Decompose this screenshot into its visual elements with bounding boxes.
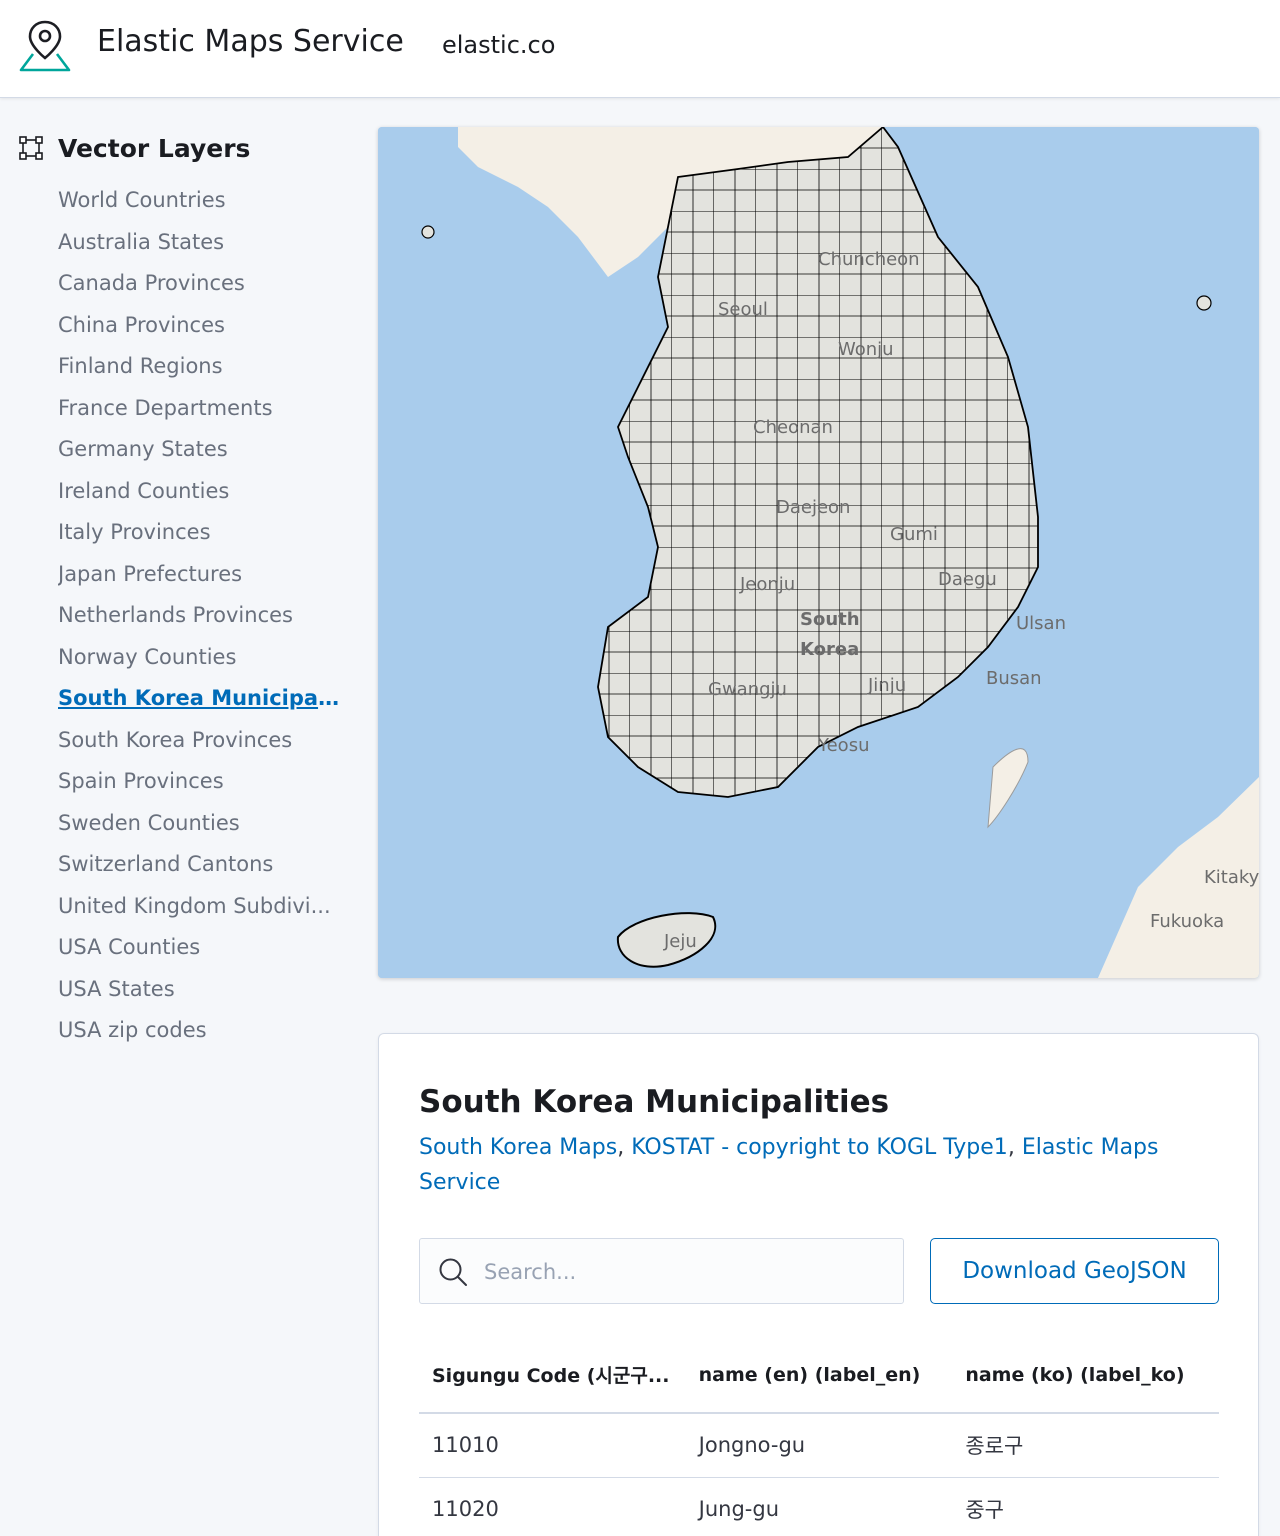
tsushima-island bbox=[987, 748, 1029, 829]
sidebar-item-sweden-counties[interactable]: Sweden Counties bbox=[58, 810, 240, 835]
map-label-kitakyushu: Kitaky bbox=[1204, 867, 1259, 888]
attribution-sources: South Korea Maps, KOSTAT - copyright to … bbox=[419, 1130, 1209, 1200]
map-label-jeonju: Jeonju bbox=[739, 574, 795, 595]
cell-name-en: Jung-gu bbox=[685, 1477, 953, 1536]
download-geojson-button[interactable]: Download GeoJSON bbox=[930, 1238, 1219, 1304]
source-link-elastic-maps-service[interactable]: Elastic Maps Service bbox=[419, 1135, 1159, 1195]
search-icon bbox=[439, 1258, 467, 1286]
sidebar-item-ireland-counties[interactable]: Ireland Counties bbox=[58, 478, 230, 503]
vector-square-icon bbox=[19, 136, 43, 160]
cell-sigungu-code: 11010 bbox=[419, 1413, 686, 1478]
sidebar-item-japan-prefectures[interactable]: Japan Prefectures bbox=[58, 561, 243, 586]
sidebar-item-usa-counties[interactable]: USA Counties bbox=[58, 935, 201, 959]
map-label-wonju: Wonju bbox=[838, 339, 894, 360]
sidebar-item-italy-provinces[interactable]: Italy Provinces bbox=[58, 520, 211, 544]
sidebar-item-uk-subdivisions[interactable]: United Kingdom Subdivi... bbox=[58, 893, 331, 918]
sidebar-item-south-korea-provinces[interactable]: South Korea Provinces bbox=[58, 727, 293, 752]
map-label-gumi: Gumi bbox=[890, 524, 938, 545]
search-input[interactable] bbox=[484, 1249, 884, 1295]
sidebar-title: Vector Layers bbox=[58, 133, 251, 163]
map-label-jinju: Jinju bbox=[867, 675, 906, 696]
features-table: Sigungu Code (시군구... name (en) (label_en… bbox=[419, 1337, 1219, 1536]
cell-name-en: Jongno-gu bbox=[685, 1413, 953, 1478]
vector-layer-list: World Countries Australia States Canada … bbox=[58, 180, 343, 1052]
sidebar: Vector Layers World Countries Australia … bbox=[0, 98, 360, 1536]
column-header-name-en[interactable]: name (en) (label_en) bbox=[685, 1337, 953, 1414]
table-row[interactable]: 11020 Jung-gu 중구 bbox=[419, 1477, 1219, 1536]
jeju-island[interactable] bbox=[616, 912, 717, 968]
sidebar-header: Vector Layers bbox=[18, 128, 250, 168]
map-label-korea: Korea bbox=[800, 639, 859, 660]
top-header: Elastic Maps Service elastic.co bbox=[0, 0, 1280, 98]
source-link-south-korea-maps[interactable]: South Korea Maps bbox=[419, 1135, 618, 1160]
table-header-row: Sigungu Code (시군구... name (en) (label_en… bbox=[419, 1337, 1219, 1414]
cell-name-ko: 종로구 bbox=[952, 1413, 1219, 1478]
map-label-seoul: Seoul bbox=[718, 299, 768, 320]
map-pin-logo-icon[interactable] bbox=[18, 18, 72, 72]
source-link-kostat[interactable]: KOSTAT - copyright to KOGL Type1 bbox=[631, 1135, 1008, 1160]
map-label-jeju: Jeju bbox=[663, 931, 697, 952]
sidebar-item-canada-provinces[interactable]: Canada Provinces bbox=[58, 271, 245, 295]
map-canvas[interactable]: Chuncheon Seoul Wonju Cheonan Daejeon Gu… bbox=[378, 127, 1259, 978]
map-label-daegu: Daegu bbox=[938, 569, 997, 590]
column-header-name-ko[interactable]: name (ko) (label_ko) bbox=[952, 1337, 1219, 1414]
source-separator: , bbox=[617, 1135, 632, 1160]
sidebar-item-world-countries[interactable]: World Countries bbox=[58, 188, 226, 212]
sidebar-item-china-provinces[interactable]: China Provinces bbox=[58, 312, 225, 337]
map-label-south: South bbox=[800, 609, 860, 630]
sidebar-item-switzerland-cantons[interactable]: Switzerland Cantons bbox=[58, 852, 274, 876]
sidebar-item-usa-states[interactable]: USA States bbox=[58, 976, 175, 1001]
map-view[interactable]: Chuncheon Seoul Wonju Cheonan Daejeon Gu… bbox=[378, 127, 1259, 978]
sidebar-item-spain-provinces[interactable]: Spain Provinces bbox=[58, 769, 224, 793]
sidebar-item-usa-zip-codes[interactable]: USA zip codes bbox=[58, 1018, 207, 1042]
map-label-cheonan: Cheonan bbox=[753, 417, 833, 438]
sidebar-item-south-korea-municipalities[interactable]: South Korea Municipali... bbox=[58, 686, 343, 710]
sidebar-item-australia-states[interactable]: Australia States bbox=[58, 229, 225, 254]
cell-name-ko: 중구 bbox=[952, 1477, 1219, 1536]
source-separator: , bbox=[1007, 1135, 1022, 1160]
elastic-co-link[interactable]: elastic.co bbox=[442, 31, 556, 59]
column-header-sigungu-code[interactable]: Sigungu Code (시군구... bbox=[419, 1337, 686, 1414]
island-marker bbox=[1196, 295, 1212, 311]
map-label-chuncheon: Chuncheon bbox=[818, 249, 920, 270]
layer-details-panel: South Korea Municipalities South Korea M… bbox=[378, 1033, 1259, 1536]
land-japan bbox=[1098, 777, 1259, 978]
sidebar-item-netherlands-provinces[interactable]: Netherlands Provinces bbox=[58, 603, 293, 627]
table-row[interactable]: 11010 Jongno-gu 종로구 bbox=[419, 1413, 1219, 1478]
app-title: Elastic Maps Service bbox=[97, 24, 404, 59]
map-label-ulsan: Ulsan bbox=[1016, 613, 1066, 634]
island-marker bbox=[421, 225, 435, 239]
search-box[interactable] bbox=[419, 1238, 904, 1304]
sidebar-item-germany-states[interactable]: Germany States bbox=[58, 437, 228, 461]
sidebar-item-france-departments[interactable]: France Departments bbox=[58, 395, 273, 420]
cell-sigungu-code: 11020 bbox=[419, 1477, 686, 1536]
land-north bbox=[458, 127, 883, 277]
sidebar-item-finland-regions[interactable]: Finland Regions bbox=[58, 354, 223, 378]
map-label-yeosu: Yeosu bbox=[817, 735, 869, 756]
layer-title: South Korea Municipalities bbox=[419, 1084, 890, 1120]
map-label-gwangju: Gwangju bbox=[708, 679, 787, 700]
sidebar-item-norway-counties[interactable]: Norway Counties bbox=[58, 644, 237, 669]
map-label-fukuoka: Fukuoka bbox=[1150, 911, 1224, 932]
map-label-daejeon: Daejeon bbox=[776, 497, 850, 518]
map-label-busan: Busan bbox=[986, 668, 1042, 689]
